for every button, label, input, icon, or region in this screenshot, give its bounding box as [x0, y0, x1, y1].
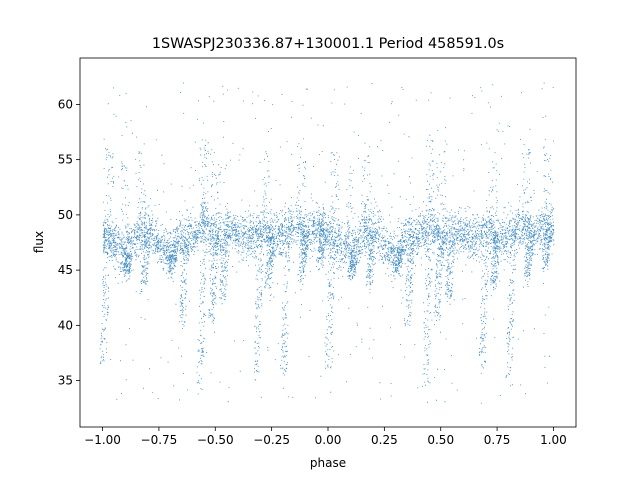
- chart-title: 1SWASPJ230336.87+130001.1 Period 458591.…: [152, 36, 504, 52]
- x-tick-label: −0.25: [253, 433, 290, 447]
- x-tick-label: 0.50: [427, 433, 454, 447]
- y-tick-label: 40: [58, 318, 73, 332]
- y-axis-label: flux: [32, 231, 46, 253]
- y-tick-label: 60: [58, 97, 73, 111]
- x-axis-label: phase: [310, 456, 346, 470]
- x-tick-label: 0.25: [371, 433, 398, 447]
- y-axis-ticks: 35 40 45 50 55 60: [58, 97, 80, 388]
- data-points: [99, 82, 555, 404]
- x-tick-label: 1.00: [540, 433, 567, 447]
- y-tick-label: 50: [58, 208, 73, 222]
- y-tick-label: 45: [58, 263, 73, 277]
- x-tick-label: −0.75: [141, 433, 178, 447]
- scatter-point: [99, 82, 555, 404]
- x-tick-label: −1.00: [84, 433, 121, 447]
- y-tick-label: 55: [58, 153, 73, 167]
- x-tick-label: −0.50: [197, 433, 234, 447]
- x-tick-label: 0.75: [484, 433, 511, 447]
- x-tick-label: 0.00: [315, 433, 342, 447]
- x-axis-ticks: −1.00 −0.75 −0.50 −0.25 0.00 0.25 0.50 0.75 1.00: [84, 427, 567, 447]
- y-tick-label: 35: [58, 374, 73, 388]
